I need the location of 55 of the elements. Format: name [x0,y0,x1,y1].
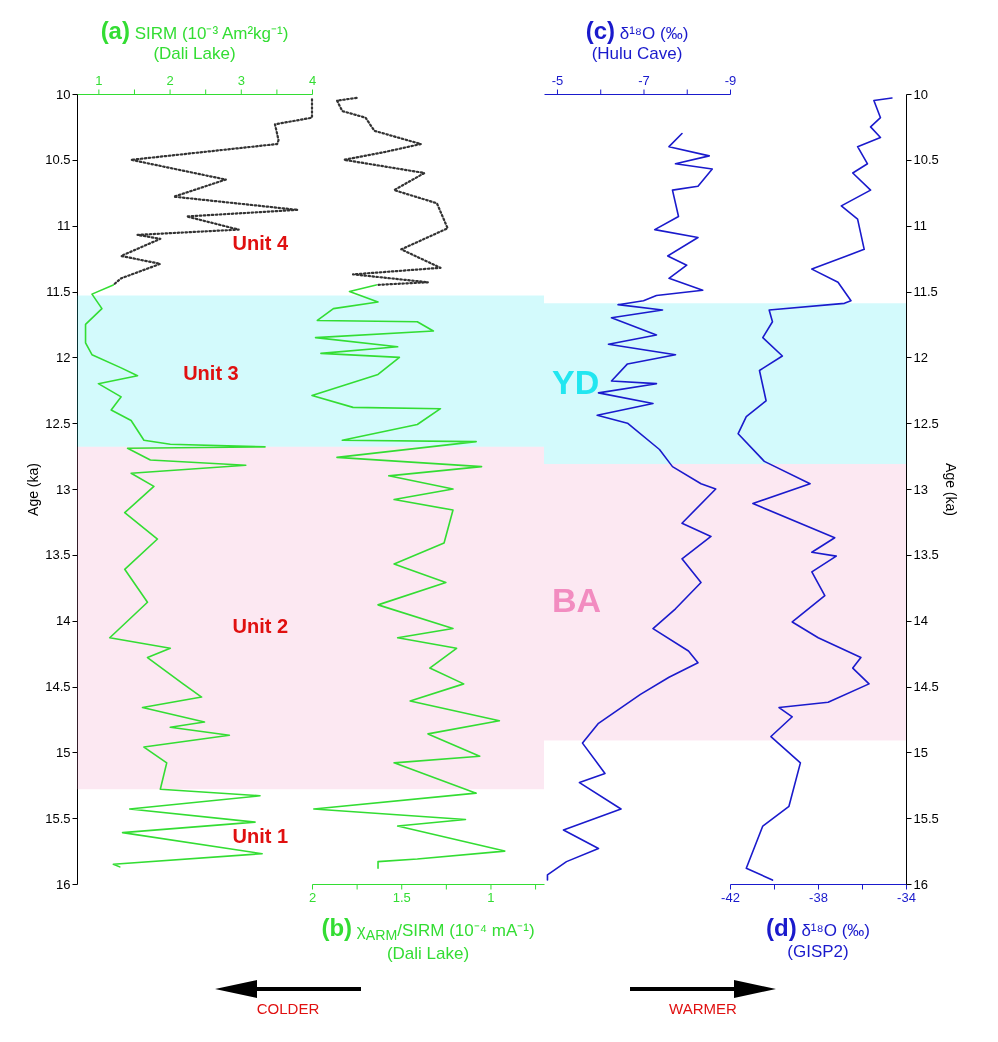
y-tick-label: 11 [913,218,927,234]
y-tick-label: 11 [57,218,71,234]
y-tick-label: 14.5 [913,679,939,694]
x-axis-title: (a) SIRM (10⁻³ Am²kg⁻¹) (Dali Lake) [100,16,289,64]
y-tick-label: 15 [56,744,71,760]
x-tick-label: 2 [308,889,317,905]
y-tick-label: 10 [56,86,71,102]
x-tick-label: 3 [237,72,245,88]
text: COLDER [256,1000,320,1017]
y-tick-label: 11.5 [913,284,938,299]
y-tick-label: 10.5 [913,152,939,168]
y-tick-label: 13.5 [913,547,939,563]
y-tick-label: 10.5 [45,152,71,168]
x-tick-label: -42 [721,889,740,905]
y-tick-label: 15.5 [913,810,939,826]
y-tick-label: 14 [913,613,928,629]
x-tick-label: 1 [95,72,103,88]
y-tick-label: 13.5 [45,547,71,563]
annotation: Unit 4 [232,232,289,255]
y-tick-label: 14.5 [45,679,71,694]
x-tick-label: -7 [638,72,650,88]
x-tick-label: 1 [487,889,495,905]
x-tick-label: -34 [897,889,916,905]
annotation: Unit 2 [232,615,289,638]
x-axis-title: (c) δ¹⁸O (‰) (Hulu Cave) [585,16,689,64]
x-axis-title: (d) δ¹⁸O (‰) (GISP2) [766,914,870,962]
y-tick-label: 13 [56,481,71,497]
y-tick-label: 16 [913,876,928,892]
y-tick-label: 11.5 [46,284,71,299]
x-tick-label: -9 [724,72,737,88]
y-tick-label: 12 [913,349,928,365]
y-tick-label: 15.5 [45,810,71,826]
annotation: Unit 1 [232,824,289,847]
x-tick-label: -38 [809,889,828,905]
x-tick-label: 4 [308,72,317,88]
x-axis-title: (b) χ$_{ARM}$/SIRM (10⁻⁴ mA⁻¹) (Dali Lake) [321,914,535,964]
text: WARMER [669,1000,737,1017]
line-series [737,97,893,881]
y-tick-label: 12 [56,349,71,365]
y-tick-label: 16 [56,876,71,892]
y-tick-label: 13 [913,481,928,497]
x-tick-label: -5 [551,72,564,88]
x-tick-label: 2 [166,72,174,88]
line-series [112,98,314,287]
y-axis-title: Age (ka) [25,463,42,516]
y-tick-label: 14 [56,613,71,629]
band-label: YD [552,362,600,401]
y-tick-label: 10 [913,86,928,102]
y-axis-title: Age (ka) [942,463,959,516]
y-tick-label: 12.5 [45,415,71,431]
y-tick-label: 12.5 [913,415,939,431]
x-tick-label: 1.5 [392,889,411,905]
annotation: Unit 3 [183,362,239,385]
y-tick-label: 15 [913,744,928,760]
band-label: BA [552,581,602,620]
